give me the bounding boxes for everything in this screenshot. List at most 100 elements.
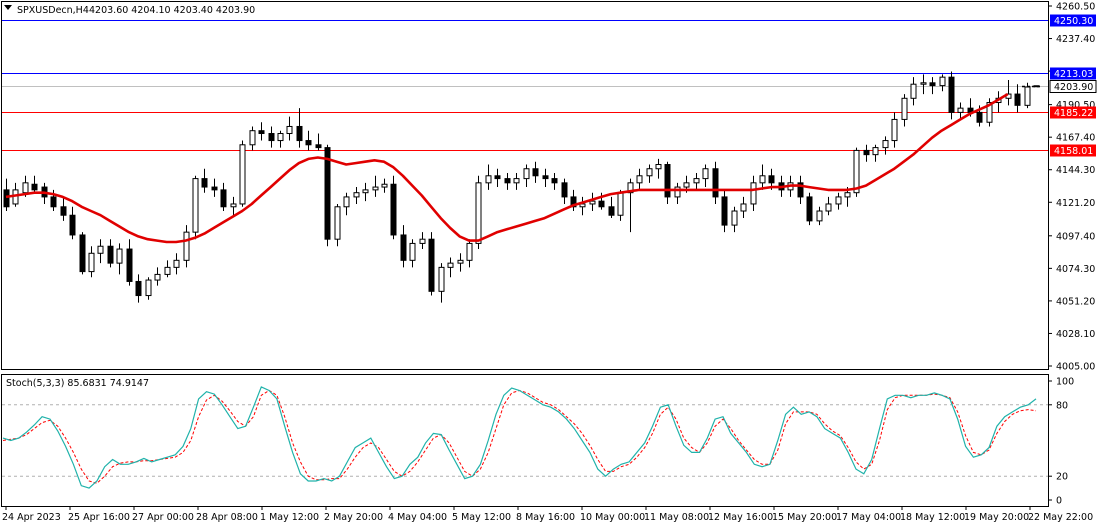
price-axis: 4260.504237.404214.304190.504167.404144.… — [1048, 2, 1097, 373]
candle-body — [409, 242, 416, 261]
candle-body — [400, 234, 407, 261]
time-tick-label: 1 May 12:00 — [260, 512, 319, 523]
time-tick-label: 18 May 12:00 — [900, 512, 965, 523]
candle-body — [561, 182, 568, 198]
candle-body — [835, 196, 842, 205]
candle-body — [797, 182, 804, 198]
price-tick-label: 4028.10 — [1056, 329, 1095, 340]
stoch-tick-label: 100 — [1056, 377, 1074, 388]
candle-body — [116, 248, 123, 264]
candle-body — [334, 206, 341, 240]
candle-body — [712, 168, 719, 198]
candle-body — [693, 178, 700, 184]
candle-body — [589, 200, 596, 205]
candle-body — [457, 259, 464, 264]
candle-body — [882, 140, 889, 149]
level-price-tag — [1050, 106, 1096, 119]
candle-body — [976, 111, 983, 123]
moving-average — [5, 92, 1009, 244]
candle-body — [627, 182, 634, 194]
candle-body — [655, 164, 662, 170]
candle-body — [390, 183, 397, 236]
level-price-tag — [1050, 14, 1096, 27]
candle-body — [485, 175, 492, 184]
candle-body — [570, 196, 577, 208]
candle-body — [145, 279, 152, 297]
symbol-dropdown-icon[interactable] — [4, 5, 12, 10]
stochastic-label: Stoch(5,3,3) 85.6831 74.9147 — [6, 378, 149, 389]
candle-body — [664, 164, 671, 198]
time-tick-label: 27 Apr 00:00 — [132, 512, 194, 523]
candle-body — [504, 178, 511, 184]
candle-body — [201, 178, 208, 188]
candle-body — [636, 175, 643, 184]
candle-body — [646, 168, 653, 177]
candle-body — [740, 203, 747, 212]
candle-body — [816, 210, 823, 222]
candle-body — [494, 175, 501, 180]
candle-body — [88, 252, 95, 273]
candle-body — [305, 140, 312, 146]
candle-body — [759, 175, 766, 184]
candle-body — [768, 175, 775, 184]
candle-body — [683, 182, 690, 188]
candle-body — [608, 206, 615, 216]
candle-body — [891, 118, 898, 142]
time-tick-label: 22 May 22:00 — [1028, 512, 1093, 523]
candles — [3, 71, 1040, 303]
candle-body — [948, 76, 955, 113]
candle-body — [731, 210, 738, 226]
candle-body — [957, 107, 964, 113]
candle-body — [286, 125, 293, 135]
candle-body — [1014, 93, 1021, 106]
stoch-tick-label: 80 — [1056, 400, 1068, 411]
stoch-tick-label: 20 — [1056, 472, 1068, 483]
candle-body — [239, 144, 246, 205]
price-tick-label: 4144.30 — [1056, 165, 1095, 176]
candle-body — [532, 168, 539, 177]
candle-body — [268, 133, 275, 142]
candle-body — [872, 147, 879, 156]
price-tick-label: 4121.20 — [1056, 198, 1095, 209]
candle-body — [353, 192, 360, 198]
candle-body — [258, 130, 265, 135]
time-tick-label: 28 Apr 08:00 — [196, 512, 258, 523]
price-tick-label: 4051.20 — [1056, 296, 1095, 307]
candle-body — [1033, 85, 1040, 88]
candle-body — [135, 280, 142, 297]
candle-body — [3, 189, 10, 208]
time-tick-label: 17 May 04:00 — [836, 512, 901, 523]
time-tick-label: 25 Apr 16:00 — [68, 512, 130, 523]
candle-body — [126, 248, 133, 282]
price-tick-label: 4005.00 — [1056, 362, 1095, 373]
bid-price-tag — [1049, 80, 1097, 93]
candle-body — [296, 125, 303, 142]
candle-body — [428, 238, 435, 292]
candle-body — [173, 259, 180, 268]
candle-body — [466, 242, 473, 261]
candle-body — [721, 196, 728, 226]
price-panel[interactable] — [1, 1, 1049, 370]
candle-body — [381, 183, 388, 188]
candle-body — [825, 203, 832, 212]
candle-body — [343, 196, 350, 208]
time-tick-label: 15 May 20:00 — [772, 512, 837, 523]
stochastic-panel[interactable] — [1, 374, 1049, 507]
candle-body — [154, 273, 161, 281]
candle-body — [438, 266, 445, 292]
candle-body — [211, 186, 218, 191]
level-price-label: 4158.01 — [1054, 146, 1093, 157]
bid-price-label: 4203.90 — [1054, 82, 1093, 93]
candle-body — [183, 231, 190, 261]
candle-body — [362, 189, 369, 194]
candle-body — [674, 186, 681, 198]
price-tick-label: 4167.40 — [1056, 133, 1095, 144]
candle-body — [579, 203, 586, 208]
price-tick-label: 4237.40 — [1056, 34, 1095, 45]
candle-body — [750, 182, 757, 205]
candle-body — [97, 245, 104, 254]
candle-body — [475, 182, 482, 244]
price-tick-label: 4260.50 — [1056, 2, 1095, 13]
candle-body — [107, 245, 114, 264]
